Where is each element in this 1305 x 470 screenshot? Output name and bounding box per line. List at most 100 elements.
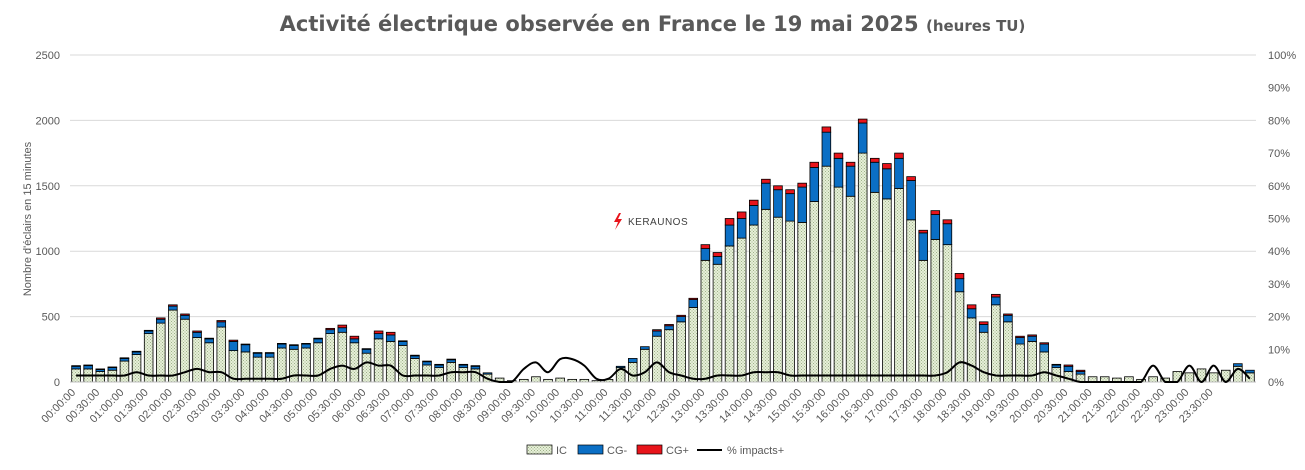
bar-cg-plus — [1063, 364, 1074, 367]
bar-cg-plus — [470, 365, 481, 367]
bar-cg-plus — [1003, 313, 1013, 316]
bar-cg-plus — [289, 344, 299, 346]
bar-ic — [942, 244, 953, 383]
bar-cg-minus — [736, 218, 747, 239]
bar-cg-minus — [325, 329, 335, 334]
bar-ic — [991, 304, 1001, 383]
bar-cg-minus — [289, 344, 299, 350]
bar-cg-plus — [954, 273, 965, 280]
bar-cg-plus — [119, 357, 130, 359]
bar-cg-minus — [313, 338, 323, 344]
bar-cg-minus — [906, 180, 916, 221]
bar-cg-plus — [83, 364, 93, 367]
bar-cg-plus — [833, 152, 844, 159]
bar-cg-minus — [83, 365, 93, 370]
bar-cg-plus — [749, 199, 759, 206]
bar-cg-minus — [216, 321, 227, 328]
bar-ic — [652, 335, 662, 383]
bar-cg-plus — [942, 219, 953, 225]
bar-ic — [277, 347, 287, 383]
y2-tick-label: 20% — [1268, 312, 1290, 324]
bar-cg-minus — [458, 364, 469, 369]
bar-cg-minus — [930, 214, 941, 240]
bar-cg-plus — [71, 365, 81, 367]
bar-cg-plus — [676, 314, 686, 318]
bar-ic — [349, 342, 360, 383]
bar-cg-plus — [422, 360, 432, 363]
bar-cg-plus — [313, 337, 323, 340]
bar-cg-minus — [1015, 337, 1025, 345]
bar-cg-minus — [373, 333, 384, 340]
bar-cg-plus — [264, 352, 275, 354]
bar-cg-plus — [809, 161, 820, 168]
bar-cg-plus — [143, 329, 154, 332]
bar-ic — [761, 208, 771, 383]
bar-cg-plus — [458, 363, 469, 366]
bar-ic — [809, 201, 820, 383]
bar-cg-plus — [446, 358, 456, 361]
bar-cg-minus — [918, 232, 928, 261]
y-tick-label: 2000 — [36, 115, 60, 127]
legend-label: CG+ — [666, 445, 689, 457]
y2-tick-label: 70% — [1268, 148, 1290, 160]
bar-cg-plus — [978, 321, 989, 325]
bar-cg-plus — [252, 352, 263, 354]
bar-ic — [555, 377, 565, 383]
bar-ic — [797, 222, 807, 383]
bar-ic — [882, 198, 892, 383]
y2-tick-label: 30% — [1268, 279, 1290, 291]
logo-text: KERAUNOS — [628, 217, 688, 228]
bar-cg-minus — [422, 361, 432, 366]
lightning-icon — [614, 213, 622, 230]
bar-ic — [325, 333, 335, 383]
bar-cg-minus — [398, 341, 408, 346]
bar-cg-plus — [349, 335, 360, 340]
bar-ic — [700, 259, 711, 383]
bar-cg-plus — [95, 368, 106, 370]
bar-cg-minus — [1039, 343, 1049, 353]
legend-cg-minus: CG- — [577, 444, 628, 457]
bar-ic — [845, 195, 856, 383]
legend-swatch — [526, 444, 553, 455]
bar-cg-minus — [156, 318, 166, 324]
bar-cg-plus — [131, 350, 142, 353]
y2-tick-label: 60% — [1268, 181, 1290, 193]
bar-cg-plus — [107, 366, 118, 369]
bar-cg-minus — [1233, 363, 1243, 367]
y-axis-label: Nombre d'éclairs en 15 minutes — [22, 141, 34, 296]
legend-cg-plus: CG+ — [636, 444, 689, 457]
bar-cg-minus — [870, 161, 880, 193]
bar-cg-minus — [1245, 369, 1255, 374]
bar-ic — [736, 237, 747, 383]
legend-swatch — [636, 444, 663, 455]
bar-cg-plus — [761, 178, 771, 184]
y-tick-label: 0 — [54, 377, 60, 389]
bar-cg-plus — [410, 354, 420, 357]
bar-ic — [422, 364, 432, 383]
bar-cg-plus — [712, 252, 723, 257]
bar-cg-plus — [168, 304, 178, 307]
bar-ic — [301, 347, 311, 383]
bar-cg-minus — [640, 346, 650, 350]
bar-cg-minus — [204, 338, 214, 344]
chart-title-main: Activité électrique observée en France l… — [279, 12, 919, 36]
bar-cg-minus — [385, 334, 396, 342]
y-tick-label: 2500 — [36, 50, 60, 62]
bar-cg-plus — [325, 327, 335, 331]
bar-cg-minus — [119, 358, 130, 362]
bar-cg-plus — [882, 163, 892, 170]
y-tick-label: 1000 — [36, 246, 60, 258]
bar-ic — [156, 322, 166, 383]
bar-cg-plus — [434, 363, 444, 366]
bar-cg-minus — [277, 343, 287, 349]
bar-cg-minus — [845, 165, 856, 197]
bar-cg-minus — [361, 348, 372, 354]
bar-cg-plus — [1039, 342, 1049, 345]
bar-cg-plus — [228, 339, 239, 342]
bar-cg-plus — [1027, 334, 1037, 337]
bar-cg-minus — [833, 157, 844, 188]
bar-cg-minus — [712, 256, 723, 265]
bar-ic — [531, 376, 541, 383]
bar-cg-minus — [664, 325, 674, 331]
bar-cg-minus — [821, 131, 832, 167]
